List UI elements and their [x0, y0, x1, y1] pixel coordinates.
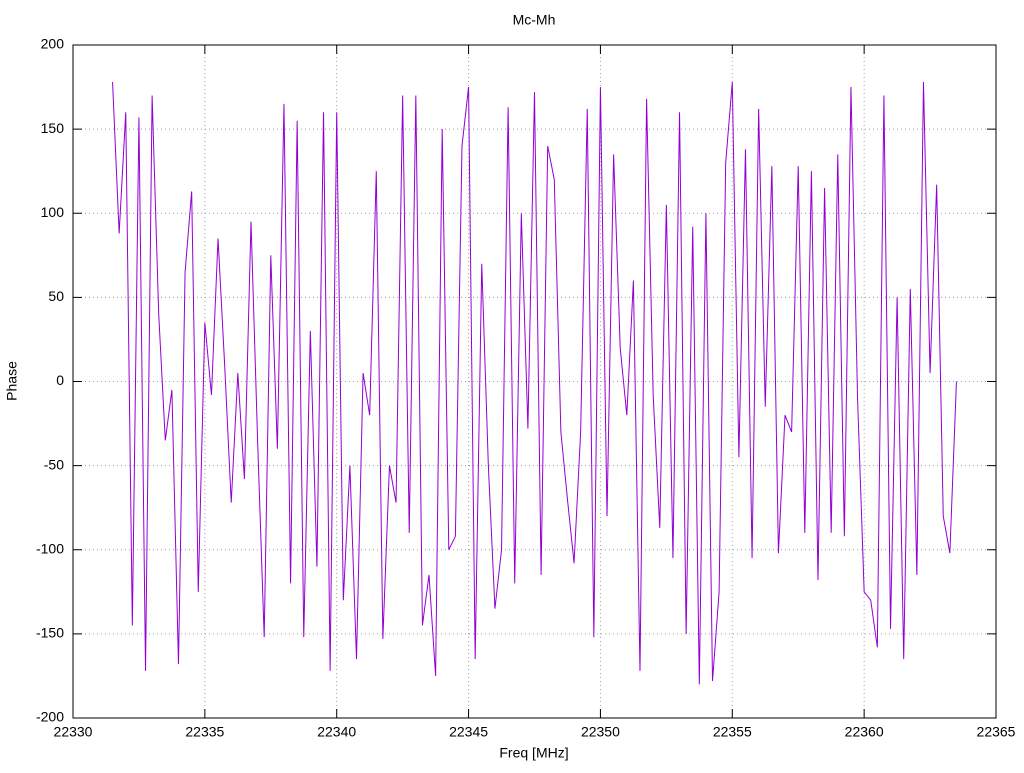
- data-line: [112, 81, 957, 685]
- x-tick-label: 22340: [317, 724, 356, 740]
- x-tick-label: 22365: [977, 724, 1016, 740]
- y-tick-label: 150: [41, 120, 65, 136]
- x-tick-label: 22330: [54, 724, 93, 740]
- x-tick-label: 22350: [581, 724, 620, 740]
- chart-title: Mc-Mh: [513, 12, 556, 28]
- x-tick-label: 22360: [845, 724, 884, 740]
- x-tick-label: 22355: [713, 724, 752, 740]
- y-tick-label: -100: [36, 540, 64, 556]
- y-tick-label: -150: [36, 625, 64, 641]
- x-tick-label: 22335: [185, 724, 224, 740]
- x-axis-label: Freq [MHz]: [499, 745, 568, 761]
- x-tick-label: 22345: [449, 724, 488, 740]
- y-tick-label: -50: [44, 456, 64, 472]
- y-tick-label: 50: [48, 288, 64, 304]
- y-tick-label: 0: [56, 372, 64, 388]
- y-tick-label: 200: [41, 36, 65, 52]
- y-axis-label: Phase: [4, 361, 20, 401]
- y-tick-label: 100: [41, 204, 65, 220]
- plot-frame: [72, 44, 997, 719]
- y-tick-label: -200: [36, 709, 64, 725]
